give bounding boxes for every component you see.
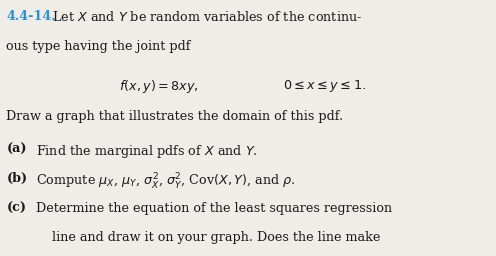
- Text: $0 \leq x \leq y \leq 1.$: $0 \leq x \leq y \leq 1.$: [283, 78, 366, 94]
- Text: (a): (a): [6, 143, 27, 156]
- Text: Compute $\mu_X$, $\mu_Y$, $\sigma_X^2$, $\sigma_Y^2$, Cov$(X, Y)$, and $\rho$.: Compute $\mu_X$, $\mu_Y$, $\sigma_X^2$, …: [32, 172, 296, 192]
- Text: (b): (b): [6, 172, 28, 185]
- Text: $f(x, y) = 8xy,$: $f(x, y) = 8xy,$: [119, 78, 199, 95]
- Text: Let $X$ and $Y$ be random variables of the continu-: Let $X$ and $Y$ be random variables of t…: [48, 10, 362, 24]
- Text: (c): (c): [6, 202, 26, 215]
- Text: Draw a graph that illustrates the domain of this pdf.: Draw a graph that illustrates the domain…: [6, 110, 344, 123]
- Text: 4.4-14.: 4.4-14.: [6, 10, 56, 23]
- Text: line and draw it on your graph. Does the line make: line and draw it on your graph. Does the…: [32, 231, 380, 244]
- Text: ous type having the joint pdf: ous type having the joint pdf: [6, 40, 191, 53]
- Text: Find the marginal pdfs of $X$ and $Y$.: Find the marginal pdfs of $X$ and $Y$.: [32, 143, 258, 160]
- Text: Determine the equation of the least squares regression: Determine the equation of the least squa…: [32, 202, 392, 215]
